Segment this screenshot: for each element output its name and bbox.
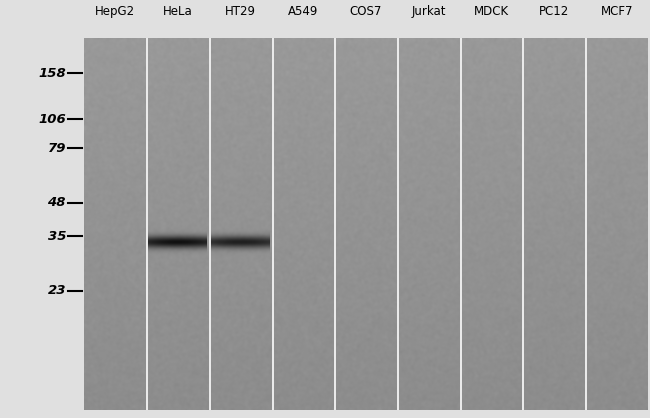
Text: 23: 23 <box>47 284 66 297</box>
Text: HeLa: HeLa <box>163 5 193 18</box>
Text: COS7: COS7 <box>350 5 382 18</box>
Text: MCF7: MCF7 <box>601 5 633 18</box>
Text: MDCK: MDCK <box>474 5 509 18</box>
Text: 35: 35 <box>47 229 66 243</box>
Text: A549: A549 <box>288 5 318 18</box>
Text: 79: 79 <box>47 142 66 155</box>
Text: 158: 158 <box>38 66 66 80</box>
Text: HepG2: HepG2 <box>96 5 135 18</box>
Text: PC12: PC12 <box>539 5 569 18</box>
Text: Jurkat: Jurkat <box>411 5 446 18</box>
Text: 106: 106 <box>38 112 66 126</box>
Text: HT29: HT29 <box>225 5 256 18</box>
Text: 48: 48 <box>47 196 66 209</box>
